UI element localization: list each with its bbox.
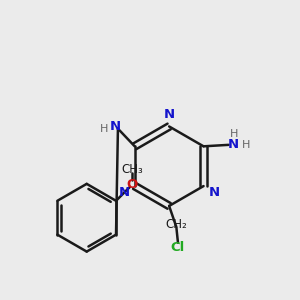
- Text: CH₂: CH₂: [166, 218, 188, 231]
- Text: Cl: Cl: [171, 241, 185, 254]
- Text: H: H: [242, 140, 250, 150]
- Text: O: O: [127, 178, 138, 191]
- Text: N: N: [227, 138, 239, 151]
- Text: H: H: [100, 124, 109, 134]
- Text: N: N: [119, 185, 130, 199]
- Text: N: N: [110, 120, 121, 133]
- Text: CH₃: CH₃: [121, 164, 143, 176]
- Text: H: H: [230, 129, 239, 139]
- Text: N: N: [164, 108, 175, 121]
- Text: N: N: [208, 185, 220, 199]
